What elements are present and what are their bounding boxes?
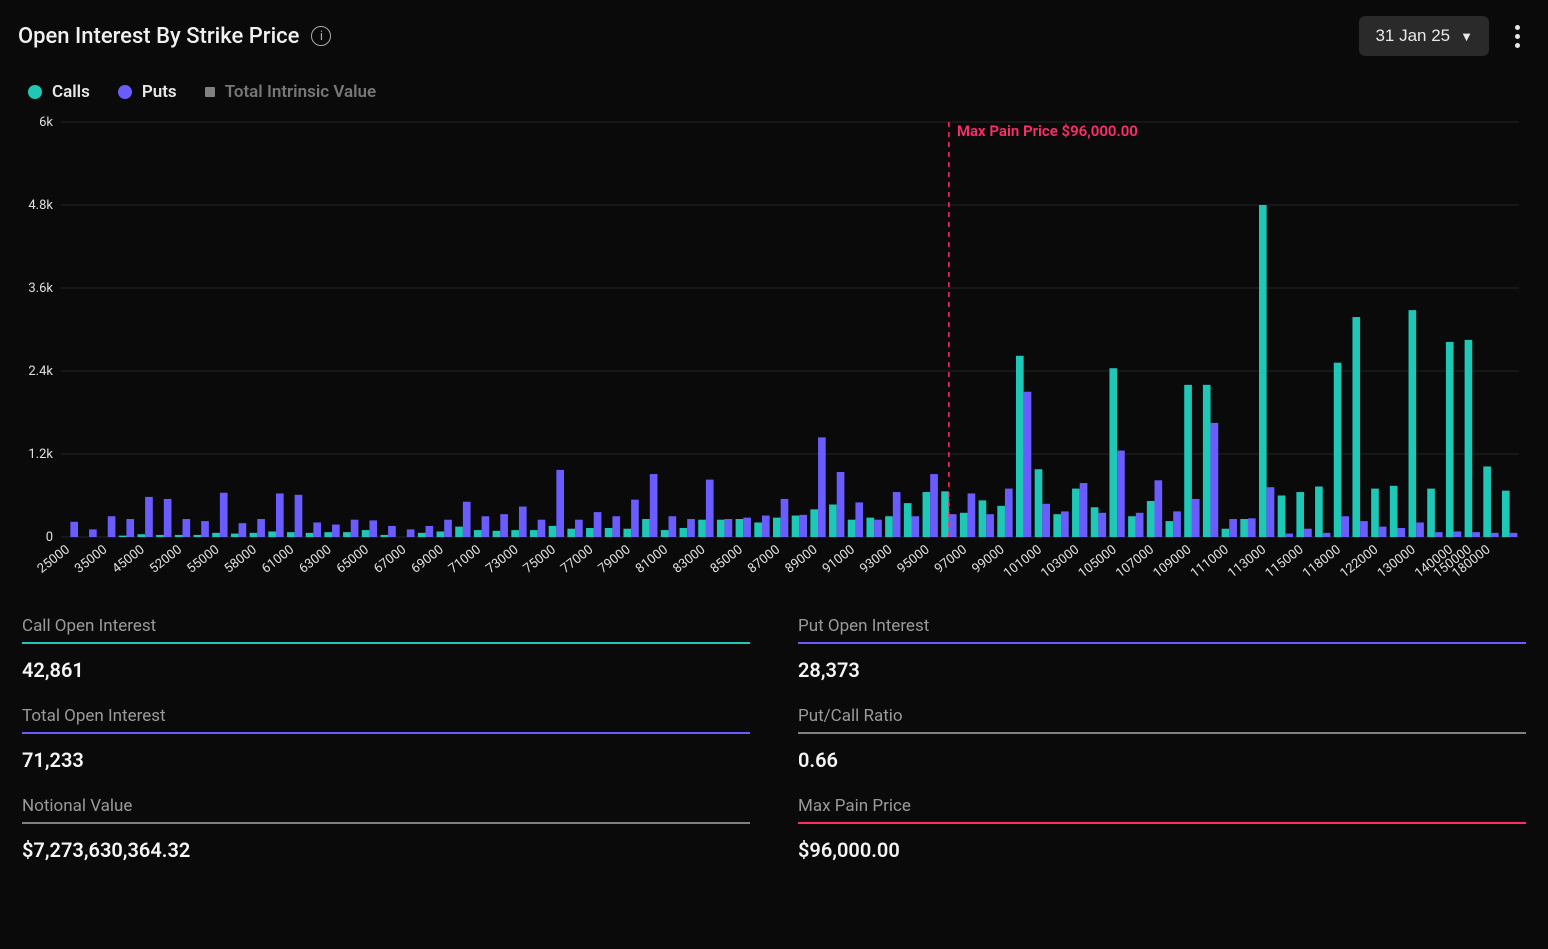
- stat-value: 42,861: [22, 658, 750, 682]
- svg-text:67000: 67000: [371, 542, 409, 576]
- svg-text:111000: 111000: [1188, 542, 1232, 581]
- svg-text:69000: 69000: [409, 542, 447, 576]
- svg-text:113000: 113000: [1225, 542, 1269, 581]
- svg-text:91000: 91000: [820, 542, 858, 576]
- svg-text:3.6k: 3.6k: [28, 281, 53, 296]
- svg-text:6k: 6k: [39, 115, 53, 130]
- title-group: Open Interest By Strike Price i: [18, 24, 331, 49]
- stat-block: Max Pain Price $96,000.00: [798, 796, 1526, 862]
- stat-label: Total Open Interest: [22, 706, 750, 726]
- svg-text:79000: 79000: [596, 542, 634, 576]
- svg-text:118000: 118000: [1300, 542, 1344, 581]
- legend-swatch-puts: [118, 85, 132, 99]
- stat-divider: [22, 642, 750, 644]
- panel-header: Open Interest By Strike Price i 31 Jan 2…: [18, 12, 1530, 60]
- stat-value: $7,273,630,364.32: [22, 838, 750, 862]
- svg-text:58000: 58000: [222, 542, 260, 576]
- legend-label-puts: Puts: [142, 82, 177, 102]
- stat-value: 28,373: [798, 658, 1526, 682]
- svg-text:35000: 35000: [72, 542, 110, 576]
- svg-text:Max Pain Price $96,000.00: Max Pain Price $96,000.00: [957, 122, 1138, 140]
- legend-item-calls[interactable]: Calls: [28, 82, 90, 102]
- svg-text:130000: 130000: [1375, 542, 1419, 581]
- svg-text:45000: 45000: [110, 542, 148, 576]
- stat-label: Call Open Interest: [22, 616, 750, 636]
- legend-label-calls: Calls: [52, 82, 90, 102]
- svg-text:25000: 25000: [35, 542, 73, 576]
- legend-swatch-calls: [28, 85, 42, 99]
- svg-text:122000: 122000: [1337, 542, 1381, 581]
- stat-value: 71,233: [22, 748, 750, 772]
- stat-divider: [22, 822, 750, 824]
- svg-text:115000: 115000: [1263, 542, 1307, 581]
- kebab-menu-button[interactable]: [1505, 19, 1530, 54]
- stat-label: Max Pain Price: [798, 796, 1526, 816]
- open-interest-chart: 01.2k2.4k3.6k4.8k6k250003500045000520005…: [18, 112, 1530, 592]
- date-selector-button[interactable]: 31 Jan 25 ▼: [1359, 16, 1489, 56]
- stat-block: Notional Value $7,273,630,364.32: [22, 796, 750, 862]
- stat-label: Put Open Interest: [798, 616, 1526, 636]
- svg-text:75000: 75000: [521, 542, 559, 576]
- svg-text:95000: 95000: [895, 542, 933, 576]
- legend-swatch-tiv: [205, 87, 215, 97]
- stat-divider: [798, 822, 1526, 824]
- stat-label: Notional Value: [22, 796, 750, 816]
- svg-text:1.2k: 1.2k: [28, 447, 53, 462]
- svg-text:81000: 81000: [633, 542, 671, 576]
- chevron-down-icon: ▼: [1460, 29, 1473, 44]
- svg-text:89000: 89000: [782, 542, 820, 576]
- legend-item-tiv[interactable]: Total Intrinsic Value: [205, 82, 376, 102]
- stat-value: $96,000.00: [798, 838, 1526, 862]
- date-selector-label: 31 Jan 25: [1375, 26, 1450, 46]
- stat-block: Put Open Interest 28,373: [798, 616, 1526, 682]
- svg-text:77000: 77000: [558, 542, 596, 576]
- svg-text:73000: 73000: [483, 542, 521, 576]
- info-icon[interactable]: i: [311, 26, 331, 46]
- stat-label: Put/Call Ratio: [798, 706, 1526, 726]
- svg-text:101000: 101000: [1001, 542, 1045, 581]
- stat-block: Put/Call Ratio 0.66: [798, 706, 1526, 772]
- chart-container: 01.2k2.4k3.6k4.8k6k250003500045000520005…: [18, 112, 1530, 592]
- svg-text:109000: 109000: [1151, 542, 1195, 581]
- svg-text:52000: 52000: [147, 542, 185, 576]
- stat-divider: [22, 732, 750, 734]
- svg-text:97000: 97000: [932, 542, 970, 576]
- stat-block: Total Open Interest 71,233: [22, 706, 750, 772]
- header-controls: 31 Jan 25 ▼: [1359, 16, 1530, 56]
- svg-text:71000: 71000: [446, 542, 484, 576]
- stat-divider: [798, 642, 1526, 644]
- svg-text:55000: 55000: [184, 542, 222, 576]
- stats-grid: Call Open Interest 42,861 Put Open Interes…: [18, 616, 1530, 862]
- svg-text:93000: 93000: [857, 542, 895, 576]
- svg-text:65000: 65000: [334, 542, 372, 576]
- svg-text:63000: 63000: [296, 542, 334, 576]
- svg-text:107000: 107000: [1113, 542, 1157, 581]
- svg-text:61000: 61000: [259, 542, 297, 576]
- stat-divider: [798, 732, 1526, 734]
- svg-text:85000: 85000: [708, 542, 746, 576]
- stat-block: Call Open Interest 42,861: [22, 616, 750, 682]
- svg-text:83000: 83000: [670, 542, 708, 576]
- svg-text:0: 0: [46, 530, 53, 545]
- legend-item-puts[interactable]: Puts: [118, 82, 177, 102]
- panel-title: Open Interest By Strike Price: [18, 24, 299, 49]
- svg-text:2.4k: 2.4k: [28, 364, 53, 379]
- svg-text:105000: 105000: [1076, 542, 1120, 581]
- svg-text:4.8k: 4.8k: [28, 198, 53, 213]
- stat-value: 0.66: [798, 748, 1526, 772]
- chart-legend: Calls Puts Total Intrinsic Value: [28, 82, 1530, 102]
- svg-text:103000: 103000: [1038, 542, 1082, 581]
- legend-label-tiv: Total Intrinsic Value: [225, 82, 376, 102]
- svg-text:87000: 87000: [745, 542, 783, 576]
